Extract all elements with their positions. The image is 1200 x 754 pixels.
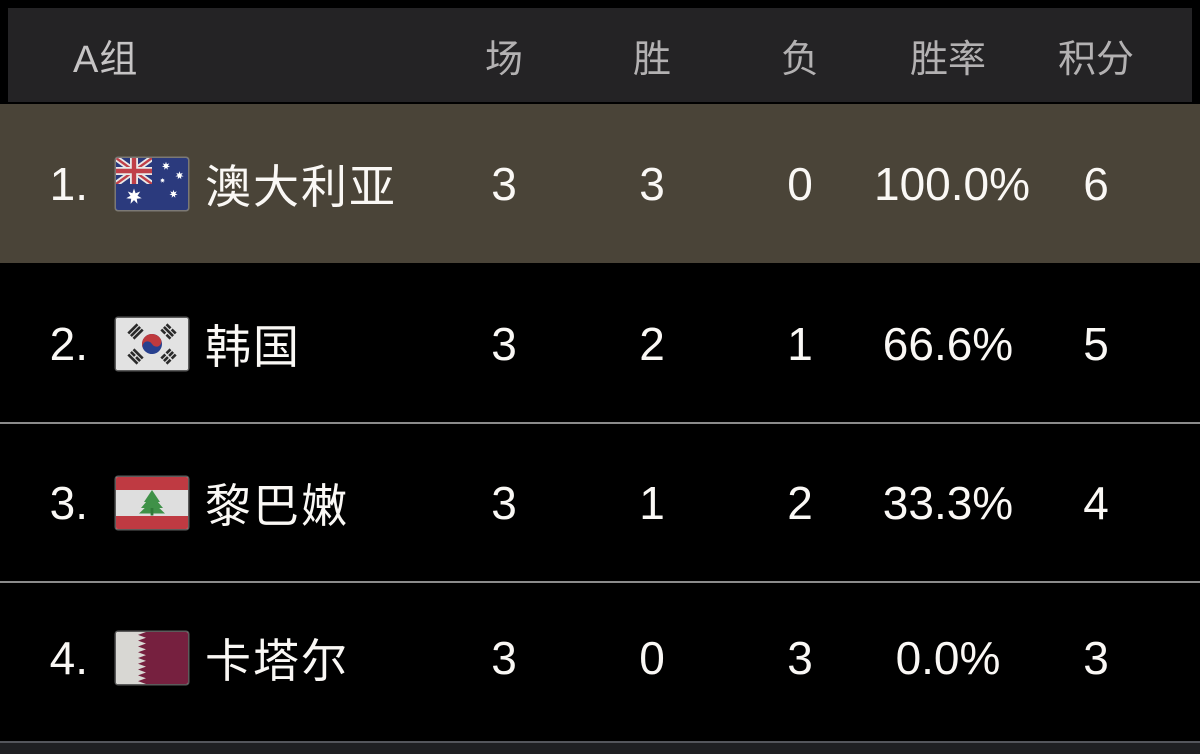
- losses-value: 2: [787, 476, 813, 529]
- win-rate-value: 66.6%: [882, 317, 1014, 370]
- australia-flag-icon: [116, 157, 188, 210]
- rank-label: 2.: [49, 317, 88, 370]
- wins-value: 0: [639, 631, 665, 684]
- played-value: 3: [491, 157, 517, 210]
- lebanon-flag-icon: [116, 476, 188, 529]
- south-korea-flag-icon: [116, 317, 188, 370]
- played-value: 3: [491, 476, 517, 529]
- table-row[interactable]: 1. 澳大利亚 3 3 0 100.0% 6: [0, 104, 1200, 263]
- table-row[interactable]: 4. 卡塔尔 3 0 3 0.0% 3: [0, 583, 1200, 732]
- column-header-wins: 胜: [632, 38, 671, 81]
- table-row[interactable]: 3. 黎巴嫩 3 1 2 33.3% 4: [0, 424, 1200, 583]
- points-value: 5: [1083, 317, 1109, 370]
- played-value: 3: [491, 631, 517, 684]
- losses-value: 3: [787, 631, 813, 684]
- wins-value: 3: [639, 157, 665, 210]
- team-name: 卡塔尔: [205, 634, 349, 687]
- standings-table: 1. 澳大利亚 3 3 0 100.0% 6: [0, 104, 1200, 732]
- team-name: 澳大利亚: [205, 160, 397, 213]
- wins-value: 2: [639, 317, 665, 370]
- win-rate-value: 100.0%: [874, 157, 1031, 210]
- played-value: 3: [491, 317, 517, 370]
- losses-value: 1: [787, 317, 813, 370]
- rank-label: 3.: [49, 476, 88, 529]
- table-row[interactable]: 2.: [0, 265, 1200, 424]
- points-value: 6: [1083, 157, 1109, 210]
- column-header-played: 场: [484, 38, 523, 81]
- team-name: 黎巴嫩: [205, 479, 349, 532]
- rank-label: 1.: [49, 157, 88, 210]
- points-value: 4: [1083, 476, 1109, 529]
- column-header-points: 积分: [1057, 38, 1134, 81]
- team-name: 韩国: [205, 320, 301, 373]
- wins-value: 1: [639, 476, 665, 529]
- column-header-losses: 负: [780, 38, 819, 81]
- losses-value: 0: [787, 157, 813, 210]
- bottom-edge-bar: [0, 741, 1200, 754]
- rank-label: 4.: [49, 631, 88, 684]
- points-value: 3: [1083, 631, 1109, 684]
- qatar-flag-icon: [116, 631, 188, 684]
- win-rate-value: 0.0%: [895, 631, 1001, 684]
- group-title: A组: [73, 38, 139, 81]
- column-header-win-rate: 胜率: [909, 38, 986, 81]
- win-rate-value: 33.3%: [882, 476, 1014, 529]
- table-header: A组 场 胜 负 胜率 积分: [8, 8, 1192, 102]
